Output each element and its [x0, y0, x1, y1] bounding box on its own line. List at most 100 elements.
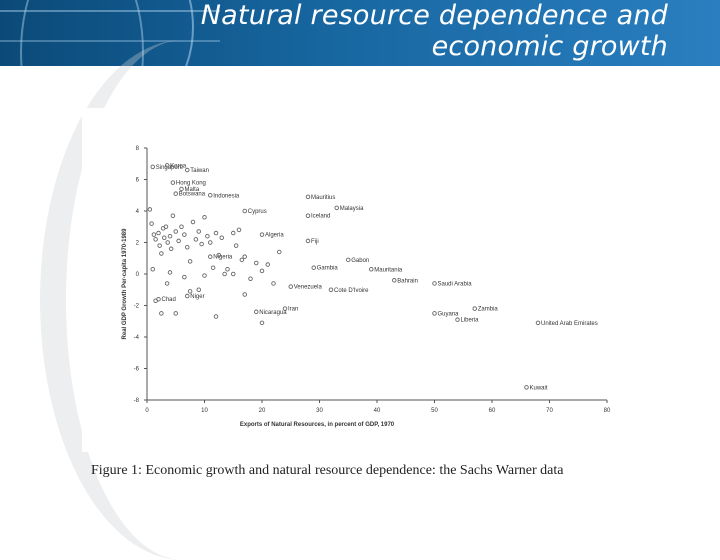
y-tick-label: 8	[136, 146, 140, 152]
data-point	[167, 270, 173, 275]
x-tick-label: 70	[546, 408, 553, 414]
point-label: Indonesia	[213, 193, 240, 199]
data-point	[225, 267, 230, 272]
y-tick-label: -6	[134, 367, 140, 373]
data-point	[202, 215, 207, 220]
data-point	[236, 227, 242, 233]
point-label: Algeria	[265, 233, 284, 239]
point-label: Gambia	[317, 266, 339, 272]
data-point	[305, 238, 311, 244]
data-point	[167, 233, 173, 239]
data-point	[242, 254, 247, 259]
point-label: Nicaragua	[259, 310, 287, 316]
data-point	[151, 232, 157, 237]
point-label: Venezuela	[294, 285, 323, 291]
y-tick-label: 0	[136, 272, 140, 278]
data-point	[230, 271, 236, 277]
x-axis-label: Exports of Natural Resources, in percent…	[240, 422, 395, 428]
data-point	[265, 262, 270, 267]
point-label: Cote D'Ivoire	[334, 288, 369, 294]
data-point	[210, 265, 216, 270]
data-point	[242, 208, 247, 214]
point-label: Niger	[190, 294, 204, 300]
point-label: Chad	[162, 297, 176, 303]
data-point	[239, 257, 245, 263]
data-point	[170, 213, 176, 218]
data-point	[369, 267, 374, 272]
point-label: Korea	[170, 163, 187, 169]
point-label: Cyprus	[248, 209, 267, 215]
data-point	[455, 317, 460, 322]
data-point	[199, 241, 204, 247]
y-tick-label: -2	[134, 304, 140, 310]
data-point	[153, 298, 158, 304]
data-point	[173, 311, 178, 316]
point-label: Malta	[185, 187, 200, 193]
point-label: Fiji	[311, 239, 319, 245]
point-label: Malaysia	[340, 206, 364, 212]
figure-caption: Figure 1: Economic growth and natural re…	[91, 463, 564, 478]
slide-title-line2: economic growth	[431, 31, 668, 62]
y-tick-label: 2	[136, 241, 140, 247]
data-point	[259, 320, 265, 326]
data-point	[207, 192, 213, 198]
data-point	[253, 309, 259, 315]
y-tick-label: -8	[134, 398, 140, 404]
x-tick-label: 60	[489, 408, 496, 414]
data-point	[159, 251, 164, 256]
data-point	[205, 233, 210, 239]
data-point	[472, 306, 478, 311]
data-point	[213, 314, 219, 319]
data-point	[233, 243, 239, 248]
data-point	[288, 284, 293, 289]
data-point	[164, 163, 170, 168]
data-point	[305, 213, 311, 218]
data-point	[149, 221, 154, 226]
data-point	[305, 194, 311, 200]
data-point	[150, 267, 155, 272]
point-label: Iran	[288, 307, 298, 313]
data-point	[392, 278, 397, 283]
data-point	[173, 191, 178, 196]
data-point	[190, 219, 196, 225]
data-point	[176, 238, 181, 244]
data-point	[187, 289, 193, 294]
data-point	[334, 205, 339, 211]
data-point	[253, 260, 259, 266]
data-point	[328, 287, 334, 292]
data-point	[161, 235, 167, 241]
point-label: Kuwait	[530, 385, 548, 391]
data-point	[213, 230, 219, 236]
data-point	[182, 274, 187, 280]
data-point	[182, 232, 187, 237]
y-axis-label: Real GDP Growth Per-capita 1970-1989	[122, 228, 128, 340]
point-label: Guyana	[438, 311, 460, 317]
data-point	[282, 306, 288, 311]
point-label: Mauritius	[311, 195, 335, 201]
data-point	[173, 229, 178, 234]
data-point	[524, 385, 529, 390]
data-point	[187, 259, 193, 264]
globe-graphic	[0, 0, 194, 66]
data-point	[248, 276, 253, 281]
data-point	[179, 186, 184, 192]
data-point	[346, 257, 351, 263]
header-band: Natural resource dependence and economic…	[0, 0, 720, 66]
point-label: Saudi Arabia	[438, 281, 473, 287]
data-point	[271, 281, 276, 286]
data-point	[184, 244, 190, 250]
data-point	[184, 293, 190, 299]
x-tick-label: 40	[374, 408, 381, 414]
data-point	[164, 281, 170, 286]
x-tick-label: 0	[145, 408, 149, 414]
point-label: Iceland	[311, 214, 330, 220]
data-point	[259, 268, 265, 274]
globe-parallel	[0, 40, 220, 42]
data-point	[535, 320, 541, 326]
point-label: Liberia	[461, 318, 480, 324]
data-point	[276, 249, 282, 255]
x-tick-label: 20	[259, 408, 266, 414]
data-point	[196, 229, 201, 234]
data-point	[432, 311, 437, 316]
